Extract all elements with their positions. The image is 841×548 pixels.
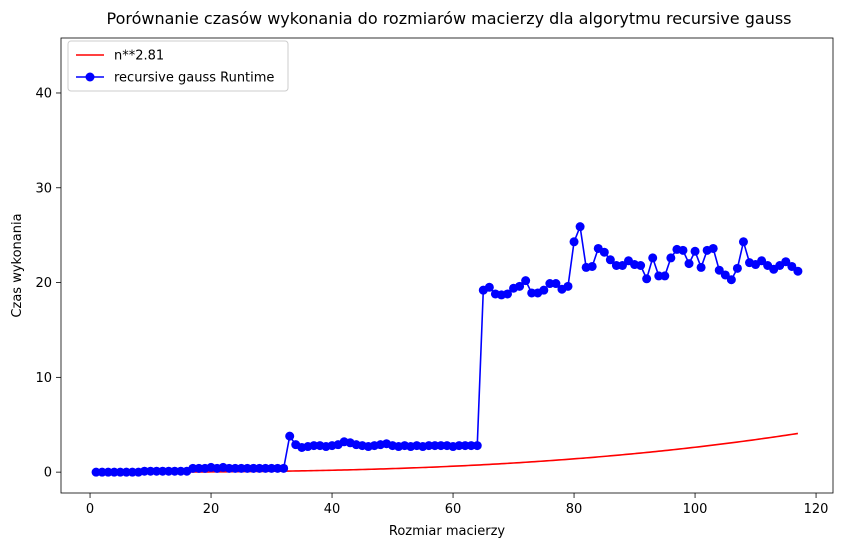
data-point bbox=[539, 285, 549, 295]
data-point bbox=[472, 441, 482, 451]
series-curve-line bbox=[96, 432, 799, 473]
x-tick-label: 60 bbox=[445, 502, 462, 517]
data-point bbox=[285, 431, 295, 441]
data-point bbox=[279, 463, 289, 473]
data-point bbox=[617, 261, 627, 270]
data-point bbox=[521, 276, 531, 286]
data-point bbox=[757, 256, 767, 266]
data-point bbox=[484, 282, 494, 292]
data-point bbox=[787, 261, 797, 271]
x-tick-label: 20 bbox=[203, 502, 220, 517]
data-point bbox=[738, 237, 748, 247]
legend-marker-runtime bbox=[85, 72, 95, 82]
data-point bbox=[690, 246, 700, 256]
y-tick-label: 20 bbox=[35, 276, 52, 291]
legend-box bbox=[67, 40, 289, 92]
data-point bbox=[696, 262, 706, 272]
data-point bbox=[781, 257, 791, 267]
data-point bbox=[569, 237, 579, 247]
x-tick-label: 120 bbox=[804, 502, 829, 517]
data-point bbox=[515, 281, 525, 291]
y-tick-label: 40 bbox=[35, 86, 52, 101]
data-point bbox=[720, 270, 730, 280]
plot-frame bbox=[60, 37, 834, 494]
y-tick-label: 10 bbox=[35, 371, 52, 386]
data-point bbox=[551, 279, 561, 289]
data-point bbox=[793, 266, 803, 276]
data-point bbox=[708, 243, 718, 253]
x-tick-label: 0 bbox=[86, 502, 94, 517]
data-point bbox=[732, 263, 742, 273]
data-point bbox=[678, 245, 688, 255]
x-axis: 0 20 40 60 80 100 120 bbox=[86, 493, 829, 517]
y-axis: 0 10 20 30 40 bbox=[35, 86, 61, 481]
data-point bbox=[563, 281, 573, 291]
plot-area bbox=[60, 37, 834, 494]
data-point bbox=[599, 247, 609, 257]
legend-label-curve: n**2.81 bbox=[114, 49, 164, 64]
data-point bbox=[642, 274, 652, 284]
data-point bbox=[714, 265, 724, 275]
y-axis-label: Czas wykonania bbox=[10, 213, 25, 317]
data-point bbox=[684, 259, 694, 269]
chart-title: Porównanie czasów wykonania do rozmiarów… bbox=[106, 9, 791, 28]
x-tick-label: 80 bbox=[566, 502, 583, 517]
data-point bbox=[605, 255, 615, 265]
x-axis-label: Rozmiar macierzy bbox=[389, 524, 506, 539]
y-tick-label: 30 bbox=[35, 181, 52, 196]
data-point bbox=[660, 271, 670, 281]
x-tick-label: 100 bbox=[683, 502, 708, 517]
legend-label-runtime: recursive gauss Runtime bbox=[114, 71, 274, 86]
legend: n**2.81 recursive gauss Runtime bbox=[67, 40, 289, 92]
data-point bbox=[503, 289, 512, 299]
data-point bbox=[666, 253, 676, 263]
data-point bbox=[636, 261, 646, 270]
data-point bbox=[575, 222, 585, 232]
data-point bbox=[648, 253, 658, 263]
data-point bbox=[587, 261, 597, 271]
data-layer bbox=[91, 222, 803, 477]
x-tick-label: 40 bbox=[324, 502, 341, 517]
y-tick-label: 0 bbox=[44, 466, 52, 481]
data-point bbox=[726, 275, 736, 285]
